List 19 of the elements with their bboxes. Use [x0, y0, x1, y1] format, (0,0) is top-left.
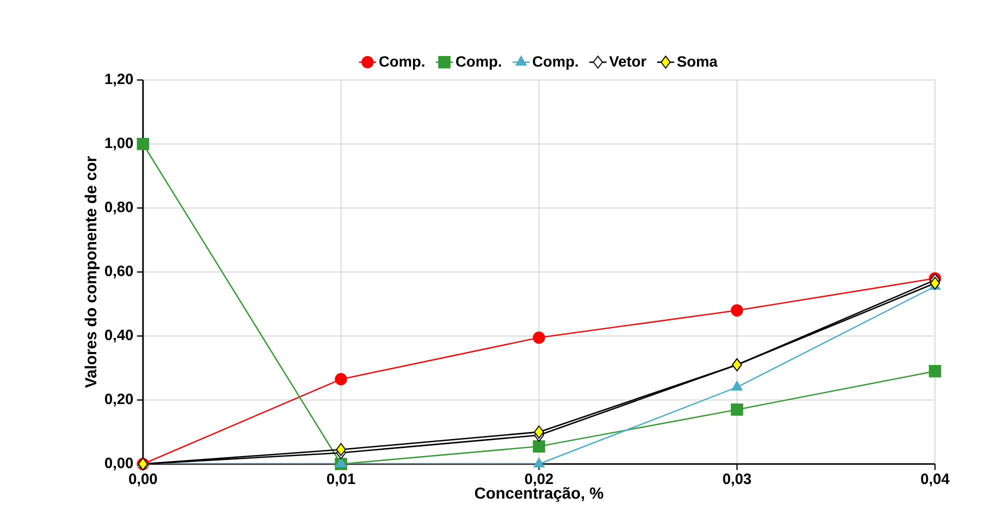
x-tick-label: 0,00 — [129, 474, 157, 486]
y-tick-label: 1,20 — [105, 74, 133, 86]
y-axis-title: Valores do componente de cor — [84, 156, 100, 388]
x-tick-label: 0,03 — [723, 474, 751, 486]
x-axis-title: Concentração, % — [474, 487, 604, 502]
legend-label: Soma — [677, 56, 718, 67]
x-tick-label: 0,02 — [525, 474, 553, 486]
x-tick-label: 0,04 — [921, 474, 950, 486]
y-tick-label: 1,00 — [105, 138, 133, 150]
y-tick-label: 0,00 — [104, 458, 133, 470]
legend-label: Comp. — [379, 56, 424, 70]
y-tick-label: 0,40 — [104, 330, 133, 342]
y-tick-label: 0,60 — [104, 266, 133, 278]
legend-label: Comp. — [532, 56, 578, 70]
legend-label: Vetor — [609, 56, 646, 67]
legend-label: Comp. — [456, 56, 501, 70]
x-tick-label: 0,01 — [327, 474, 356, 486]
y-tick-label: 0,80 — [104, 202, 133, 214]
y-tick-label: 0,20 — [104, 394, 133, 406]
